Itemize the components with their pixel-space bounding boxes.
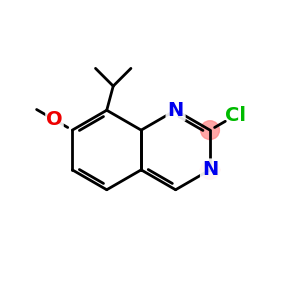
Circle shape bbox=[201, 160, 219, 179]
Text: O: O bbox=[46, 110, 63, 129]
Text: N: N bbox=[202, 160, 218, 179]
Circle shape bbox=[201, 121, 219, 140]
Text: Cl: Cl bbox=[225, 106, 246, 125]
Text: N: N bbox=[167, 101, 184, 120]
